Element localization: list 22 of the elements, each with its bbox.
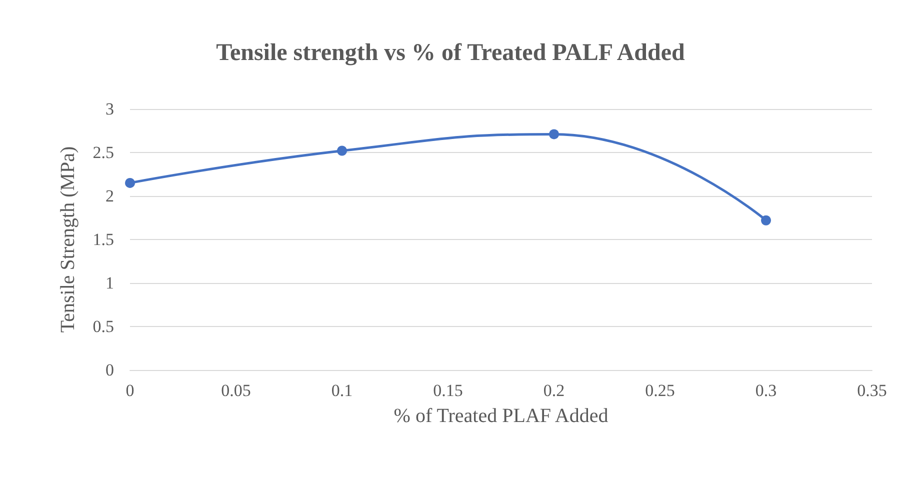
y-tick-label: 0: [106, 360, 114, 380]
y-tick-label: 2.5: [92, 143, 114, 162]
point: [549, 129, 559, 140]
point: [337, 146, 347, 156]
x-tick-label: 0.1: [331, 381, 353, 400]
x-tick-label: 0.25: [645, 381, 675, 400]
x-tick-label: 0.15: [433, 381, 463, 400]
y-tick-label: 2: [106, 186, 114, 206]
x-axis-title: % of Treated PLAF Added: [394, 405, 608, 427]
point: [125, 178, 135, 188]
y-tick-label: 0.5: [92, 317, 114, 336]
y-tick-label: 1.5: [92, 230, 114, 249]
point: [761, 215, 771, 226]
chart-title: Tensile strength vs % of Treated PALF Added: [216, 40, 686, 66]
x-tick-label: 0.05: [221, 381, 251, 400]
x-tick-label: 0.35: [857, 381, 887, 400]
x-tick-label: 0.3: [755, 381, 777, 400]
y-tick-label: 3: [106, 100, 114, 118]
x-tick-label: 0.2: [543, 381, 565, 400]
y-tick-label: 1: [106, 274, 114, 292]
y-axis-title: Tensile Strength (MPa): [57, 146, 79, 333]
x-tick-label: 0: [126, 381, 134, 400]
